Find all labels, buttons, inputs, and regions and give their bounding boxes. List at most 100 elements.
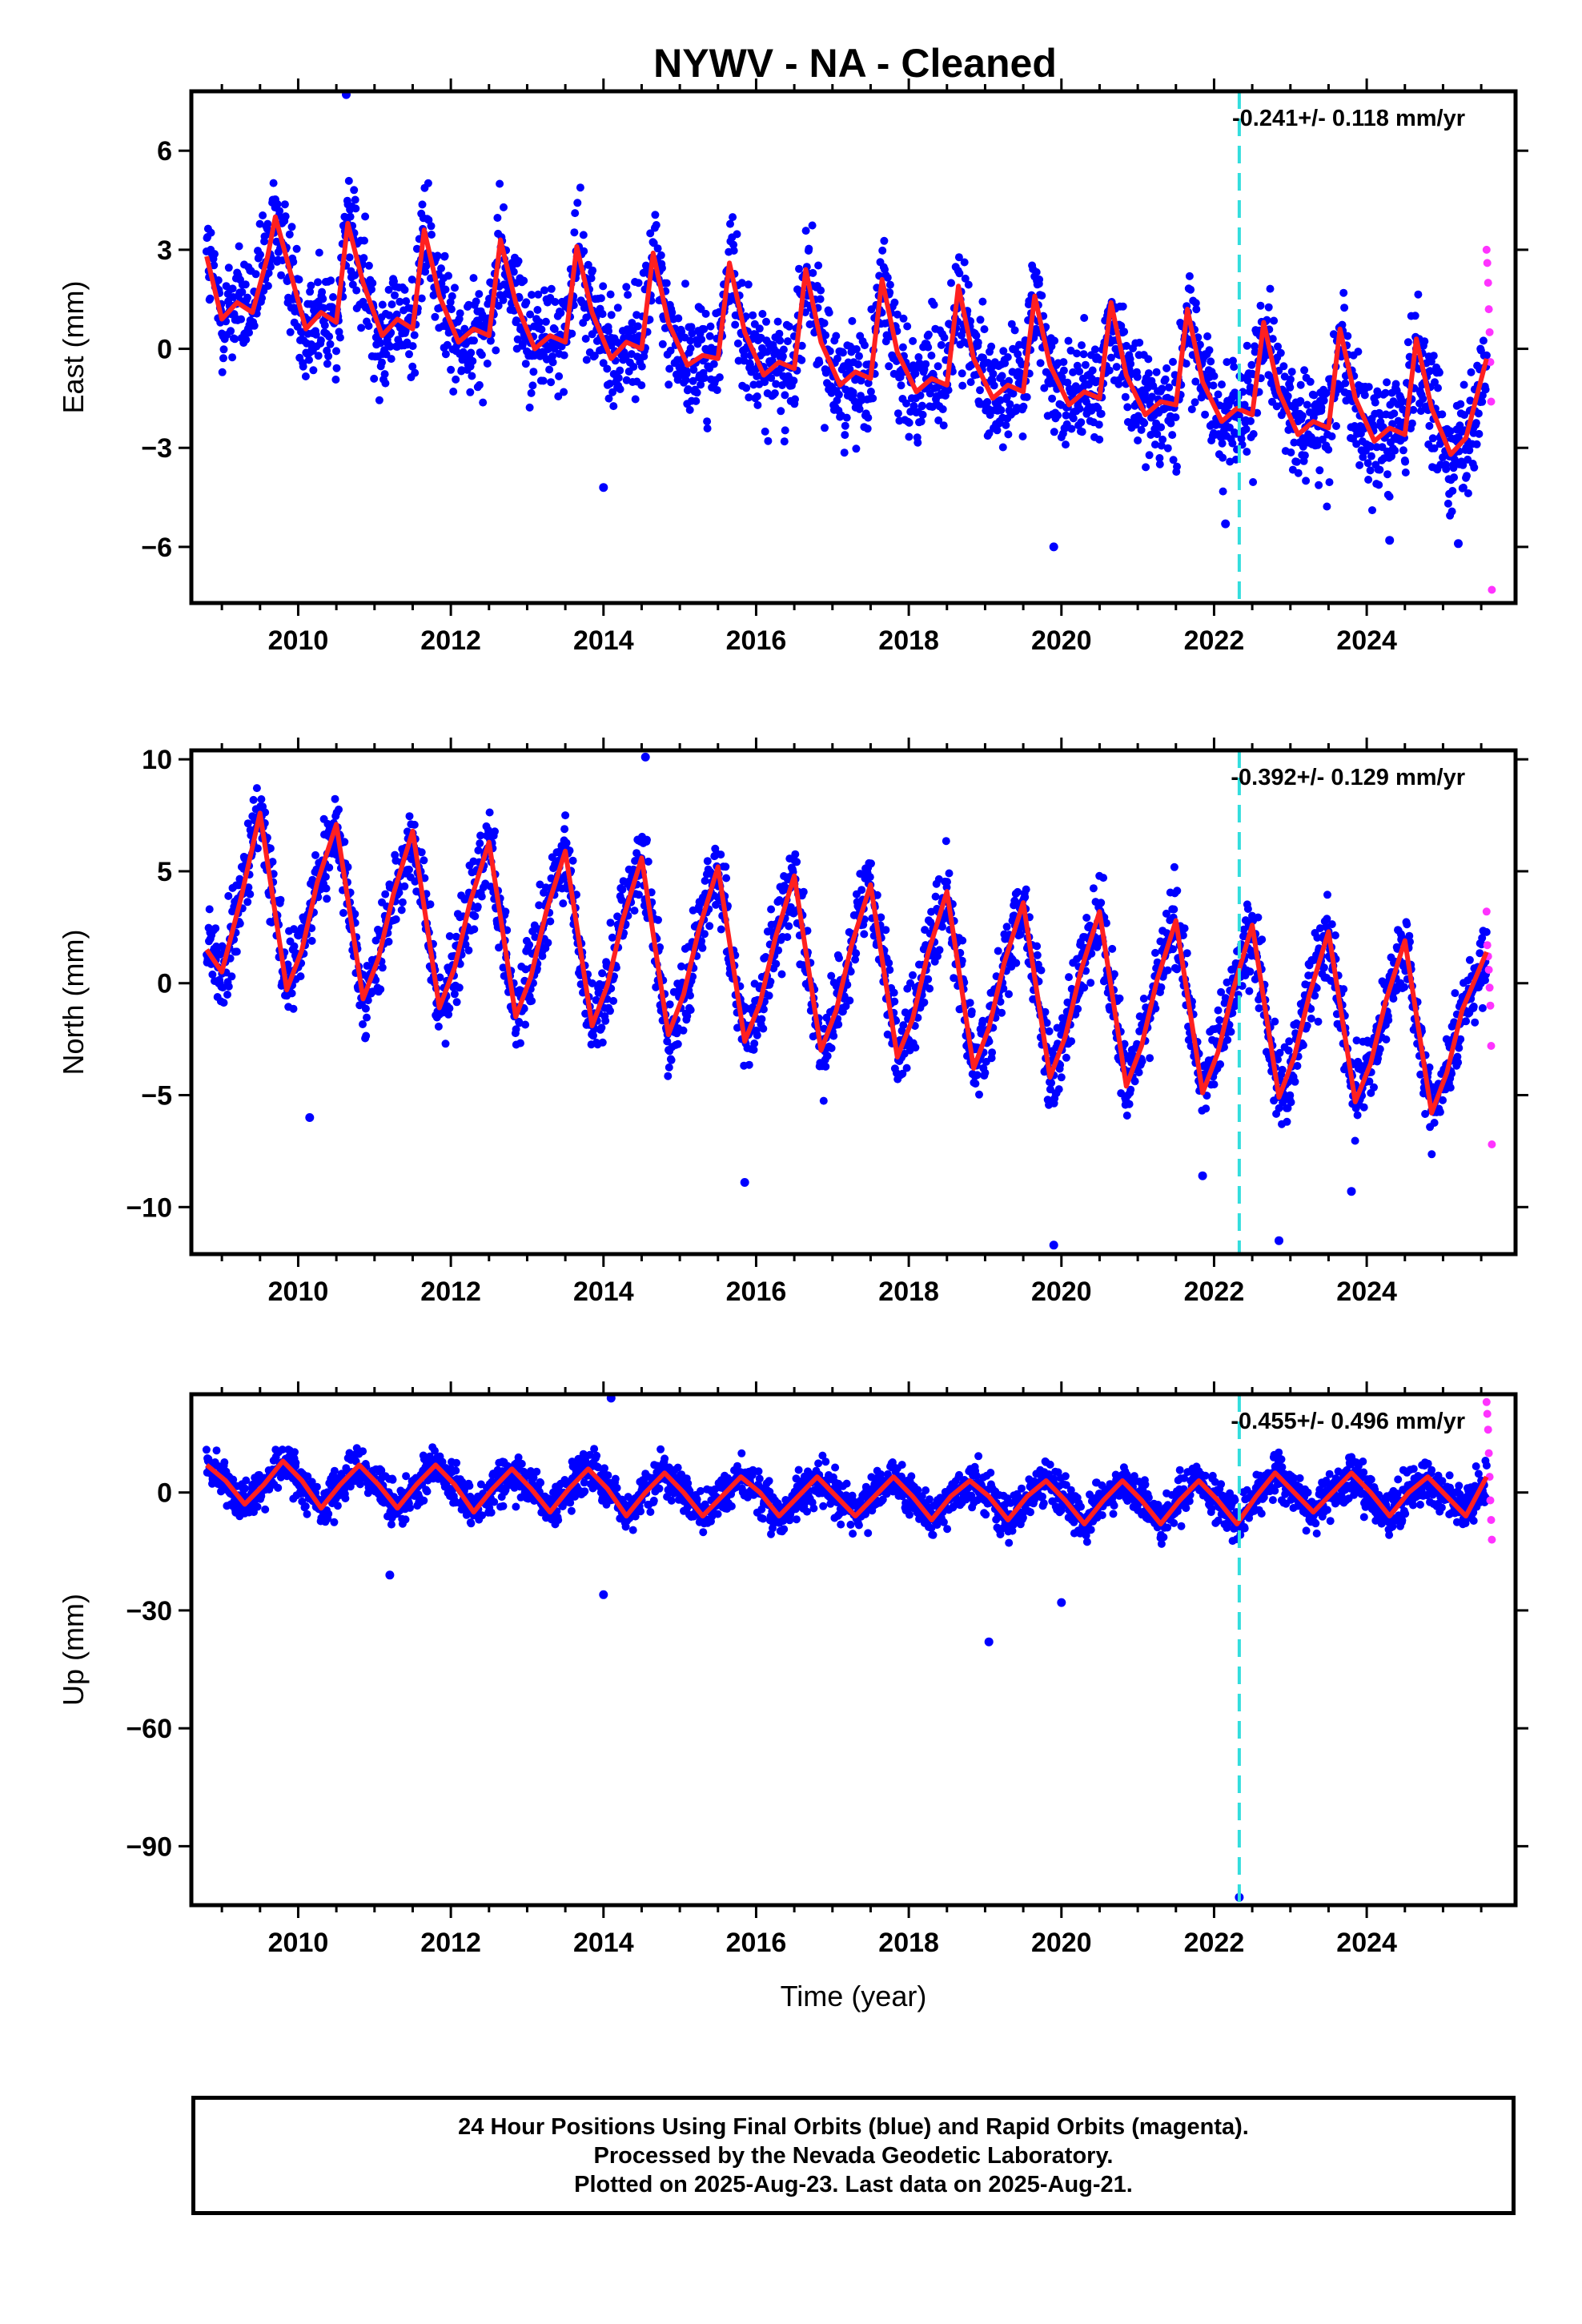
final-point [1065,973,1073,982]
final-point [1203,332,1212,340]
final-point [267,263,275,271]
final-point [865,873,874,882]
final-point [331,794,339,803]
final-point [966,378,975,387]
final-point [361,212,370,221]
final-point [1276,348,1285,357]
final-point [319,295,327,304]
final-point [1411,312,1419,320]
final-point [1463,472,1471,480]
final-point [845,365,854,374]
final-point [436,973,444,982]
final-point [765,991,773,1000]
final-point [219,345,228,354]
final-point [235,919,244,928]
final-point [535,318,544,327]
final-point [973,1071,982,1080]
final-point [1209,381,1218,390]
final-point [998,1008,1006,1017]
final-point [420,856,428,865]
final-point [1032,267,1041,276]
final-point [744,280,753,289]
final-point [1278,1065,1287,1074]
final-point [715,373,724,382]
final-point [878,246,887,255]
final-point [560,388,568,396]
final-point [1428,434,1437,443]
final-point [855,404,864,413]
final-point [1040,384,1049,392]
final-point [761,378,769,387]
x-tick-label: 2016 [726,625,787,656]
final-point [667,1055,676,1064]
final-point [371,975,380,984]
final-point [219,354,227,363]
final-point [703,857,712,866]
final-point [753,392,761,400]
final-point [351,195,359,204]
final-point [905,432,913,441]
final-point [1286,383,1295,392]
final-point [801,227,810,235]
final-point [1173,462,1181,471]
final-point [261,808,270,817]
final-point [1080,314,1089,322]
final-point [1147,392,1156,401]
final-point [1245,987,1254,995]
final-point [1442,464,1451,473]
final-point [1062,411,1070,420]
final-point [855,352,863,360]
final-point [1279,362,1288,371]
final-point [940,333,949,342]
final-point [745,1060,753,1069]
final-point [1381,388,1390,397]
final-point [697,380,705,389]
final-point [1235,412,1243,420]
final-point [1155,454,1164,462]
final-point [1371,398,1379,407]
final-point [457,366,466,375]
final-point [1275,1048,1284,1057]
final-point [244,883,253,892]
final-point [392,310,401,319]
final-point [576,183,584,192]
final-point [280,200,289,209]
final-point [534,290,543,299]
final-point [838,348,847,357]
final-point [264,269,273,277]
final-point [616,366,624,375]
final-point [1002,420,1010,429]
final-point [1243,448,1251,456]
final-point [1169,456,1178,464]
final-point [587,274,596,283]
final-point [917,417,926,426]
outlier-point [1221,519,1231,529]
final-point [849,388,857,396]
final-point [1364,383,1373,392]
final-point [384,285,393,294]
final-point [618,885,627,894]
final-point [301,372,310,380]
final-point [1145,451,1154,460]
final-point [1287,448,1295,456]
y-tick-label: 6 [157,136,172,167]
final-point [646,229,655,238]
final-point [658,340,667,348]
final-point [733,1023,741,1032]
final-point [357,324,366,332]
final-point [994,947,1002,955]
velocity-annotation: -0.241+/- 0.118 mm/yr [1232,106,1465,131]
final-point [1162,909,1170,918]
final-point [477,892,486,901]
final-point [289,1004,298,1013]
final-point [1287,368,1296,376]
final-point [1430,444,1439,452]
final-point [1481,385,1490,394]
final-point [1243,341,1251,350]
final-point [417,848,426,857]
final-point [1106,353,1115,362]
final-point [598,969,607,978]
final-point [1368,506,1376,515]
final-point [686,344,695,352]
final-point [1073,349,1081,358]
